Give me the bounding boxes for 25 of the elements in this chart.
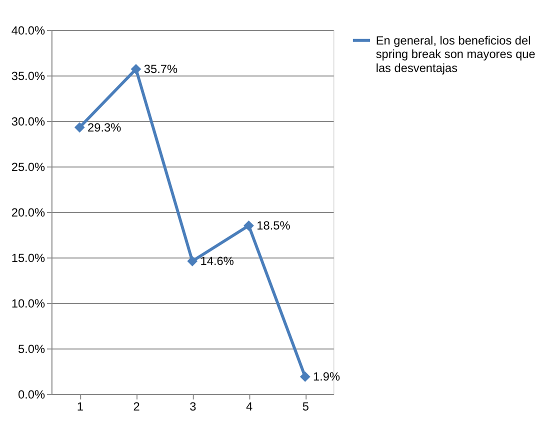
y-tick-label: 40.0% xyxy=(11,23,46,38)
legend-label: En general, los beneficios del spring break son mayores que las desventajas xyxy=(376,33,536,76)
y-tick-label: 20.0% xyxy=(11,205,46,220)
data-label: 35.7% xyxy=(144,62,178,76)
y-tick-label: 25.0% xyxy=(11,160,46,174)
y-tick-label: 5.0% xyxy=(18,342,46,356)
point xyxy=(244,220,254,231)
point xyxy=(130,64,142,74)
point xyxy=(300,372,310,382)
data-label: 14.6% xyxy=(200,254,234,268)
x-tick-label: 5 xyxy=(302,399,310,414)
y-tick-label: 35.0% xyxy=(11,68,46,83)
y-tick-label: 10.0% xyxy=(11,296,46,310)
x-tick-label: 1 xyxy=(76,399,84,414)
y-tick-label: 30.0% xyxy=(11,114,46,128)
data-label: 18.5% xyxy=(256,218,291,233)
x-tick-label: 4 xyxy=(246,399,253,414)
y-tick-label: 15.0% xyxy=(11,250,46,265)
y-tick-label: 0.0% xyxy=(18,387,46,402)
data-label: 29.3% xyxy=(88,120,122,134)
point xyxy=(74,122,85,133)
x-tick-label: 2 xyxy=(133,399,140,414)
x-tick-label: 3 xyxy=(190,399,197,414)
data-label: 1.9% xyxy=(313,370,341,384)
point xyxy=(187,256,198,266)
